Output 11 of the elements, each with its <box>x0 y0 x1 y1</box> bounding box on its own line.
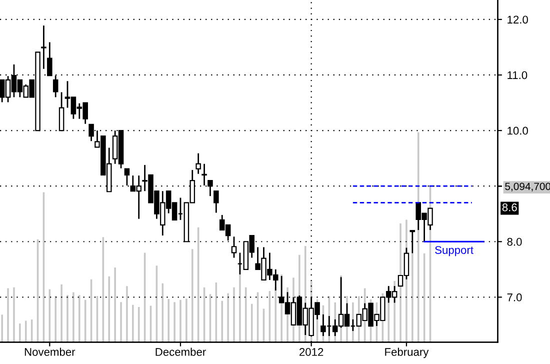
y-tick-label: 12.0 <box>508 16 528 24</box>
y-tick-label: 7.0 <box>507 293 522 302</box>
y-tick-label: 11.0 <box>508 71 528 80</box>
text: 8.6 <box>502 203 517 212</box>
y-tick-label: 10.0 <box>508 126 528 135</box>
series-label: Support <box>435 246 474 256</box>
x-tick-label: December <box>156 348 206 356</box>
y-tick-label: 8.0 <box>507 238 522 246</box>
x-tick-label: 2012 <box>300 348 324 356</box>
x-tick-label: November <box>24 348 76 356</box>
x-tick-label: February <box>385 348 429 358</box>
